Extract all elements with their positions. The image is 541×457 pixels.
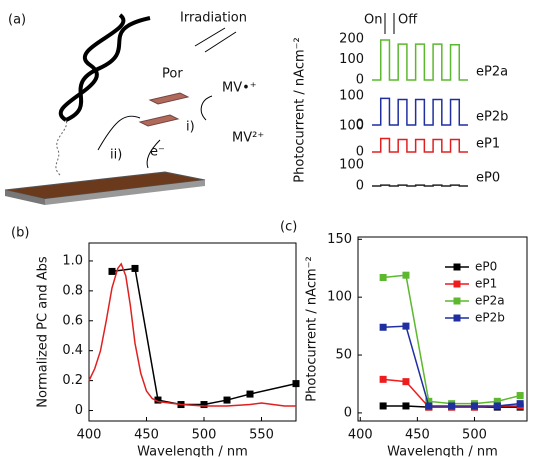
label: MV²⁺ bbox=[232, 131, 264, 146]
marker bbox=[223, 396, 231, 404]
y-tick-label: 100 bbox=[339, 119, 364, 134]
panel-label: (a) bbox=[8, 13, 26, 28]
marker bbox=[425, 402, 433, 410]
y-tick-label: 0 bbox=[344, 405, 352, 420]
trace bbox=[372, 137, 468, 153]
y-axis-label: Photocurrent / nAcm⁻² bbox=[293, 37, 308, 182]
marker bbox=[108, 267, 116, 275]
marker bbox=[516, 392, 524, 400]
y-tick-label: 0 bbox=[356, 179, 364, 194]
y-tick-label: 150 bbox=[327, 232, 352, 247]
trace-label: eP1 bbox=[476, 137, 500, 152]
label: Irradiation bbox=[180, 11, 247, 26]
series-line bbox=[383, 325, 521, 407]
marker bbox=[402, 271, 410, 279]
marker bbox=[379, 402, 387, 410]
marker bbox=[493, 402, 501, 410]
y-tick-label: 0 bbox=[356, 118, 364, 133]
x-tick-label: 450 bbox=[134, 428, 159, 443]
legend-marker bbox=[453, 314, 461, 322]
series-line bbox=[88, 262, 296, 407]
x-tick-label: 400 bbox=[77, 428, 102, 443]
x-axis-label: Wavelength / nm bbox=[137, 445, 248, 457]
legend-marker bbox=[453, 263, 461, 271]
legend-label: eP2b bbox=[475, 311, 505, 325]
marker bbox=[131, 264, 139, 272]
trace bbox=[372, 184, 468, 187]
marker bbox=[154, 396, 162, 404]
y-tick-label: 200 bbox=[339, 32, 364, 47]
trace-label: eP2a bbox=[476, 65, 508, 80]
x-tick-label: 400 bbox=[348, 428, 373, 443]
y-tick-label: 1.0 bbox=[62, 253, 83, 268]
marker bbox=[493, 397, 501, 405]
legend-label: eP1 bbox=[475, 277, 497, 291]
marker bbox=[470, 402, 478, 410]
x-tick-label: 450 bbox=[405, 428, 430, 443]
y-tick-label: 50 bbox=[335, 348, 352, 363]
label: Por bbox=[162, 67, 183, 82]
y-axis-label: Photocurrent / nAcm⁻² bbox=[305, 256, 320, 401]
marker bbox=[200, 401, 208, 409]
marker bbox=[402, 378, 410, 386]
marker bbox=[516, 400, 524, 408]
legend-marker bbox=[453, 280, 461, 288]
series-line bbox=[111, 267, 297, 406]
y-tick-label: 0.4 bbox=[62, 343, 83, 358]
annotation: On bbox=[364, 13, 382, 28]
marker bbox=[292, 380, 300, 388]
marker bbox=[402, 322, 410, 330]
plot-frame bbox=[357, 236, 528, 422]
y-tick-label: 100 bbox=[339, 52, 364, 67]
trace-label: eP2b bbox=[476, 110, 508, 125]
legend-label: eP2a bbox=[475, 294, 505, 308]
legend-marker bbox=[453, 297, 461, 305]
marker bbox=[379, 274, 387, 282]
panel-label: (c) bbox=[280, 220, 297, 235]
scheme: (a) Irradiation Por MV•⁺ MV²⁺ i) ii) e⁻ bbox=[4, 11, 264, 205]
y-tick-label: 0 bbox=[356, 73, 364, 88]
y-tick-label: 0.2 bbox=[62, 373, 83, 388]
label: ii) bbox=[110, 148, 122, 163]
marker bbox=[402, 402, 410, 410]
plot-frame bbox=[88, 242, 297, 422]
label: i) bbox=[186, 120, 195, 135]
marker bbox=[246, 390, 254, 398]
label: e⁻ bbox=[150, 145, 165, 160]
legend-label: eP0 bbox=[475, 260, 497, 274]
x-tick-label: 550 bbox=[249, 428, 274, 443]
y-tick-label: 0 bbox=[356, 145, 364, 160]
marker bbox=[448, 402, 456, 410]
marker bbox=[425, 397, 433, 405]
marker bbox=[379, 323, 387, 331]
y-tick-label: 100 bbox=[339, 158, 364, 173]
y-tick-label: 0.6 bbox=[62, 313, 83, 328]
panel-label: (b) bbox=[11, 226, 29, 241]
y-tick-label: 100 bbox=[327, 290, 352, 305]
trace bbox=[372, 39, 468, 81]
trace-label: eP0 bbox=[476, 171, 500, 186]
y-axis-label: Normalized PC and Abs bbox=[36, 256, 51, 408]
label: MV•⁺ bbox=[222, 81, 257, 96]
marker bbox=[379, 375, 387, 383]
trace bbox=[372, 97, 468, 126]
x-axis-label: Wavelength / nm bbox=[387, 445, 498, 457]
x-tick-label: 500 bbox=[462, 428, 487, 443]
y-tick-label: 0.8 bbox=[62, 283, 83, 298]
x-tick-label: 500 bbox=[192, 428, 217, 443]
y-tick-label: 100 bbox=[339, 89, 364, 104]
y-tick-label: 0 bbox=[75, 403, 83, 418]
annotation: Off bbox=[398, 13, 418, 28]
